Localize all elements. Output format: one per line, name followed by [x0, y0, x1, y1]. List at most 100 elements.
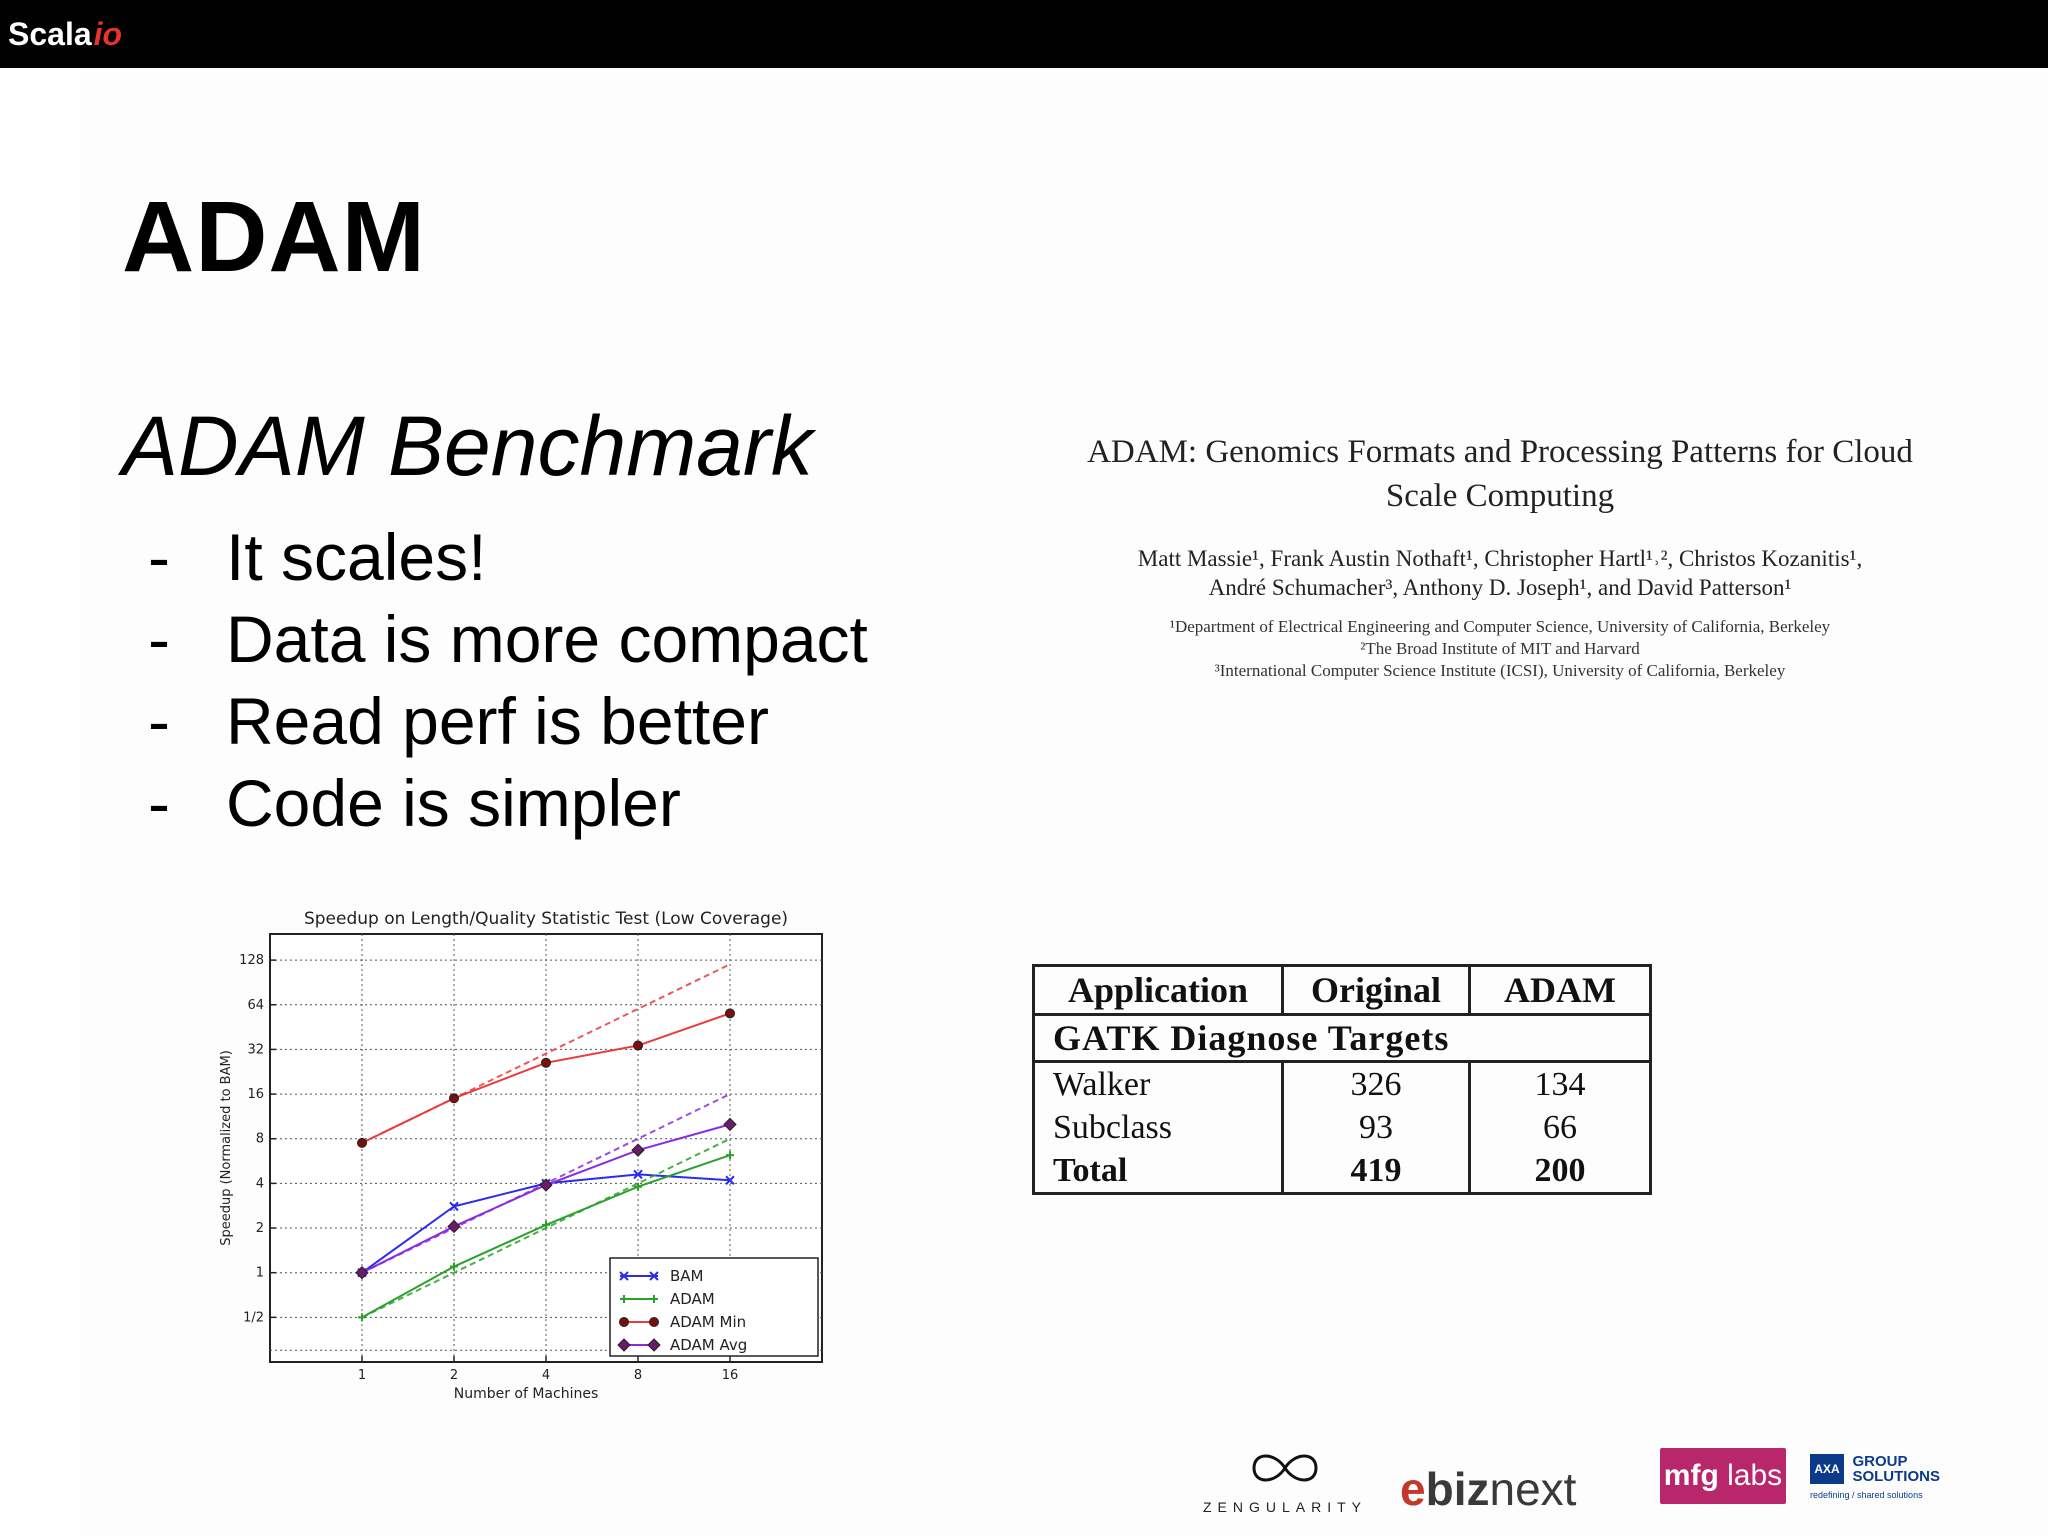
zengularity-wordmark: ZENGULARITY	[1202, 1499, 1367, 1515]
bullet-text: Read perf is better	[226, 684, 769, 758]
axa-box: AXA	[1810, 1454, 1844, 1484]
table-cell-adam: 200	[1468, 1149, 1652, 1195]
paper-authors: Matt Massie¹, Frank Austin Nothaft¹, Chr…	[1040, 544, 1960, 602]
data-point	[619, 1317, 629, 1327]
table-cell-original: 326	[1281, 1061, 1471, 1106]
data-point	[649, 1317, 659, 1327]
axa-group-solutions-logo: AXA GROUP SOLUTIONS redefining / shared s…	[1810, 1454, 1960, 1500]
table-row: Total 419 200	[1032, 1149, 1652, 1195]
table-cell-adam: 66	[1468, 1106, 1652, 1149]
paper-authors-line: Matt Massie¹, Frank Austin Nothaft¹, Chr…	[1137, 546, 1863, 571]
data-point	[726, 1151, 734, 1160]
bullet-dash: -	[148, 602, 170, 676]
table-cell-app: Subclass	[1032, 1106, 1284, 1149]
table-cell-original: 93	[1281, 1106, 1471, 1149]
y-tick-label: 32	[247, 1042, 264, 1057]
ebiz-e: e	[1400, 1463, 1426, 1515]
data-point	[450, 1262, 458, 1271]
bullet-item: - Read perf is better	[148, 680, 868, 762]
mfglabs-logo: mfg labs	[1660, 1448, 1786, 1504]
paper-affiliation: ³International Computer Science Institut…	[1214, 661, 1786, 680]
table-cell-adam: 134	[1468, 1061, 1652, 1106]
chart-legend	[609, 1257, 819, 1357]
sponsor-logos: ZENGULARITY ebiznext mfg labs AXA GROUP S…	[1200, 1440, 1960, 1530]
x-tick-label: 8	[634, 1368, 642, 1383]
data-point	[541, 1057, 551, 1068]
data-point	[620, 1295, 628, 1303]
y-tick-label: 1/2	[243, 1310, 264, 1325]
table-cell-original: 419	[1281, 1149, 1471, 1195]
table-section-row: GATK Diagnose Targets	[1032, 1013, 1652, 1063]
legend-label: ADAM Avg	[670, 1336, 747, 1354]
data-point	[539, 1178, 553, 1192]
paper-authors-line: André Schumacher³, Anthony D. Joseph¹, a…	[1208, 575, 1792, 600]
bullet-dash: -	[148, 766, 170, 840]
paper-affiliation: ¹Department of Electrical Engineering an…	[1169, 617, 1831, 636]
x-tick-label: 2	[450, 1368, 458, 1383]
legend-label: ADAM Min	[670, 1313, 746, 1331]
y-axis-label: Speedup (Normalized to BAM)	[219, 1050, 234, 1246]
mfg-labs: labs	[1727, 1459, 1783, 1492]
axa-tagline: redefining / shared solutions	[1810, 1490, 1923, 1500]
data-point	[650, 1295, 658, 1303]
data-point	[633, 1040, 643, 1051]
table-row: Subclass 93 66	[1032, 1106, 1652, 1149]
table-header: ADAM	[1468, 964, 1652, 1016]
data-point	[634, 1182, 642, 1191]
table-row: Walker 326 134	[1032, 1061, 1652, 1106]
bullet-text: It scales!	[226, 520, 487, 594]
data-point	[617, 1338, 631, 1352]
table-section-label: GATK Diagnose Targets	[1032, 1013, 1652, 1063]
data-point	[358, 1313, 366, 1322]
y-tick-label: 8	[256, 1132, 264, 1147]
data-point	[449, 1093, 459, 1104]
data-point	[649, 1271, 659, 1281]
data-point	[542, 1220, 550, 1229]
mfg-main: mfg	[1663, 1459, 1719, 1492]
scalaio-logo: Scala io	[8, 10, 122, 58]
data-point	[725, 1008, 735, 1019]
x-tick-label: 4	[542, 1368, 550, 1383]
axa-line2: SOLUTIONS	[1852, 1468, 1940, 1485]
bullet-item: - It scales!	[148, 516, 868, 598]
x-tick-label: 1	[358, 1368, 366, 1383]
data-point	[647, 1338, 661, 1352]
data-point	[357, 1137, 367, 1148]
top-bar: Scala io	[0, 0, 2048, 68]
ebiz-biz: biz	[1425, 1463, 1490, 1515]
paper-header-image: ADAM: Genomics Formats and Processing Pa…	[1040, 430, 1960, 682]
speedup-chart: 1/2 1 2 4 8 16 32 64 128 1 2 4 8 16 Speedup on Length/…	[200, 900, 840, 1420]
bullet-dash: -	[148, 520, 170, 594]
data-point	[355, 1265, 369, 1280]
data-point	[619, 1271, 629, 1281]
bullet-text: Code is simpler	[226, 766, 681, 840]
bullet-list: - It scales! - Data is more compact - Read …	[148, 516, 868, 844]
ebiznext-logo: ebiznext	[1400, 1462, 1576, 1516]
y-tick-label: 16	[247, 1087, 264, 1102]
y-tick-label: 1	[256, 1266, 264, 1281]
legend-label: ADAM	[670, 1290, 715, 1308]
table-cell-app: Walker	[1032, 1061, 1284, 1106]
axa-group-solutions-text: GROUP SOLUTIONS	[1852, 1454, 1940, 1484]
data-point	[723, 1117, 737, 1132]
table-header: Original	[1281, 964, 1471, 1016]
data-point	[725, 1175, 735, 1185]
bullet-item: - Code is simpler	[148, 762, 868, 844]
ebiz-next: next	[1489, 1463, 1577, 1515]
data-point	[447, 1219, 461, 1234]
y-tick-label: 64	[247, 998, 264, 1013]
brand-main: Scala	[8, 15, 92, 52]
speedup-chart-svg: 1/2 1 2 4 8 16 32 64 128 1 2 4 8 16 Speedup on Length/…	[219, 909, 823, 1402]
ideal-scaling-line	[361, 963, 731, 1144]
infinity-icon	[1252, 1454, 1318, 1482]
table-cell-app: Total	[1032, 1149, 1284, 1195]
zengularity-logo: ZENGULARITY	[1200, 1448, 1370, 1515]
x-tick-label: 16	[722, 1368, 739, 1383]
paper-title-line: ADAM: Genomics Formats and Processing Pa…	[1087, 434, 1913, 470]
bullet-text: Data is more compact	[226, 602, 868, 676]
slide-title: ADAM	[122, 181, 426, 293]
data-point	[631, 1143, 645, 1157]
paper-affiliations: ¹Department of Electrical Engineering an…	[1040, 616, 1960, 682]
y-tick-label: 128	[239, 953, 264, 968]
table-header-row: Application Original ADAM	[1032, 964, 1652, 1016]
